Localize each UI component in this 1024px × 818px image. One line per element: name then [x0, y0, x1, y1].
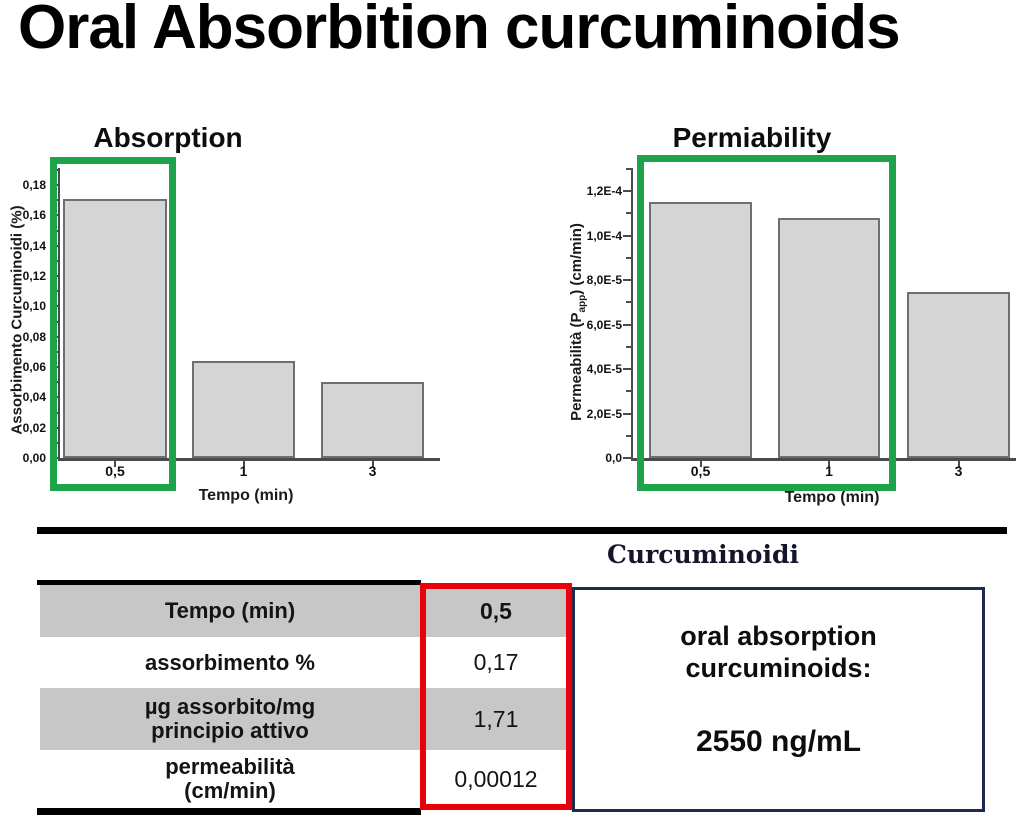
bar — [192, 360, 295, 458]
page-title: Oral Absorbition curcuminoids — [18, 0, 901, 62]
row-label: Tempo (min) — [164, 598, 296, 624]
y-tick-label: 4,0E-5 — [586, 362, 622, 376]
y-tick-mark — [623, 368, 631, 370]
y-axis-line — [58, 168, 60, 461]
y-minor-tick-mark — [626, 390, 631, 393]
row-label: µg assorbito/mg principio attivo — [144, 694, 316, 743]
x-tick-label: 0,5 — [105, 463, 125, 479]
bar — [649, 202, 752, 458]
result-line-1: oral absorption — [680, 621, 877, 651]
x-tick-label: 3 — [368, 463, 377, 479]
y-tick-label: 0,02 — [22, 420, 46, 435]
y-tick-mark — [623, 323, 631, 326]
y-tick-mark — [623, 234, 631, 237]
y-tick-mark — [623, 412, 631, 415]
y-tick-mark — [623, 190, 631, 192]
x-axis-title-permeability: Tempo (min) — [784, 489, 880, 506]
y-minor-tick-mark — [626, 301, 631, 304]
table-header: Curcuminoidi — [607, 540, 799, 569]
result-line-2: curcuminoids: — [685, 653, 872, 684]
table-row: permeabilità (cm/min) 0,00012 — [40, 750, 572, 808]
x-tick-mark — [114, 461, 116, 467]
x-tick-mark — [828, 461, 830, 467]
x-tick-mark — [371, 461, 374, 467]
y-tick-label: 6,0E-5 — [586, 317, 622, 332]
y-minor-tick-mark — [626, 256, 631, 259]
y-tick-label: 0,06 — [22, 360, 46, 374]
table-row: Tempo (min) 0,5 — [40, 585, 572, 637]
y-minor-tick-mark — [626, 167, 631, 170]
y-tick-mark — [623, 457, 631, 459]
x-tick-label: 3 — [954, 463, 963, 479]
bar — [907, 292, 1010, 458]
y-minor-tick-mark — [626, 212, 631, 215]
chart-title-absorption: Absorption — [93, 122, 243, 153]
x-tick-mark — [699, 461, 702, 467]
y-tick-label: 0,08 — [22, 329, 46, 344]
x-tick-label: 1 — [239, 463, 248, 479]
y-tick-label: 0,14 — [22, 238, 46, 253]
row-value: 0,00012 — [454, 765, 538, 792]
table-row: assorbimento % 0,17 — [40, 637, 572, 688]
highlight-rect-absorption — [50, 157, 176, 491]
y-tick-label: 0,16 — [22, 208, 46, 223]
y-tick-label: 1,0E-4 — [586, 228, 622, 243]
y-axis-label-sub: app — [577, 294, 588, 313]
bar — [63, 198, 167, 458]
bar — [778, 217, 880, 458]
y-tick-label: 8,0E-5 — [586, 273, 622, 287]
y-tick-label: 0,18 — [22, 178, 46, 192]
y-tick-label: 2,0E-5 — [586, 406, 622, 421]
x-axis-line — [631, 458, 1016, 461]
chart-title-permeability: Permiability — [672, 122, 832, 153]
x-tick-mark — [957, 461, 960, 467]
y-axis-line — [631, 168, 633, 461]
x-tick-mark — [242, 461, 245, 467]
y-tick-label: 0,10 — [22, 299, 46, 314]
y-minor-tick-mark — [626, 434, 631, 437]
y-tick-label: 0,12 — [22, 269, 46, 283]
y-tick-label: 0,04 — [22, 390, 46, 405]
row-value: 0,17 — [473, 649, 519, 676]
table-row: µg assorbito/mg principio attivo 1,71 — [40, 688, 572, 750]
row-value: 0,5 — [480, 597, 512, 624]
result-box: oral absorption curcuminoids: 2550 ng/mL — [572, 587, 985, 812]
highlight-rect-permeability — [637, 155, 896, 491]
y-tick-label: 0,00 — [22, 451, 46, 465]
table-top-rule — [37, 527, 1007, 534]
row-label: assorbimento % — [145, 649, 315, 675]
y-minor-tick-mark — [626, 345, 631, 348]
y-tick-label: 0,0 — [605, 451, 622, 465]
result-value: 2550 ng/mL — [695, 724, 862, 758]
y-tick-label: 1,2E-4 — [586, 184, 622, 198]
results-table: Tempo (min) 0,5 assorbimento % 0,17 µg a… — [40, 585, 572, 808]
bar — [321, 382, 424, 458]
row-label: permeabilità (cm/min) — [165, 754, 295, 803]
x-axis-title-absorption: Tempo (min) — [198, 487, 294, 504]
x-tick-label: 1 — [825, 463, 833, 479]
row-value: 1,71 — [473, 705, 519, 732]
highlight-red-box — [420, 583, 572, 810]
table-bottom-rule — [37, 808, 421, 815]
y-tick-mark — [623, 279, 631, 281]
x-axis-line — [58, 458, 440, 461]
table-inner-top-line — [37, 580, 421, 585]
x-tick-label: 0,5 — [690, 463, 711, 479]
